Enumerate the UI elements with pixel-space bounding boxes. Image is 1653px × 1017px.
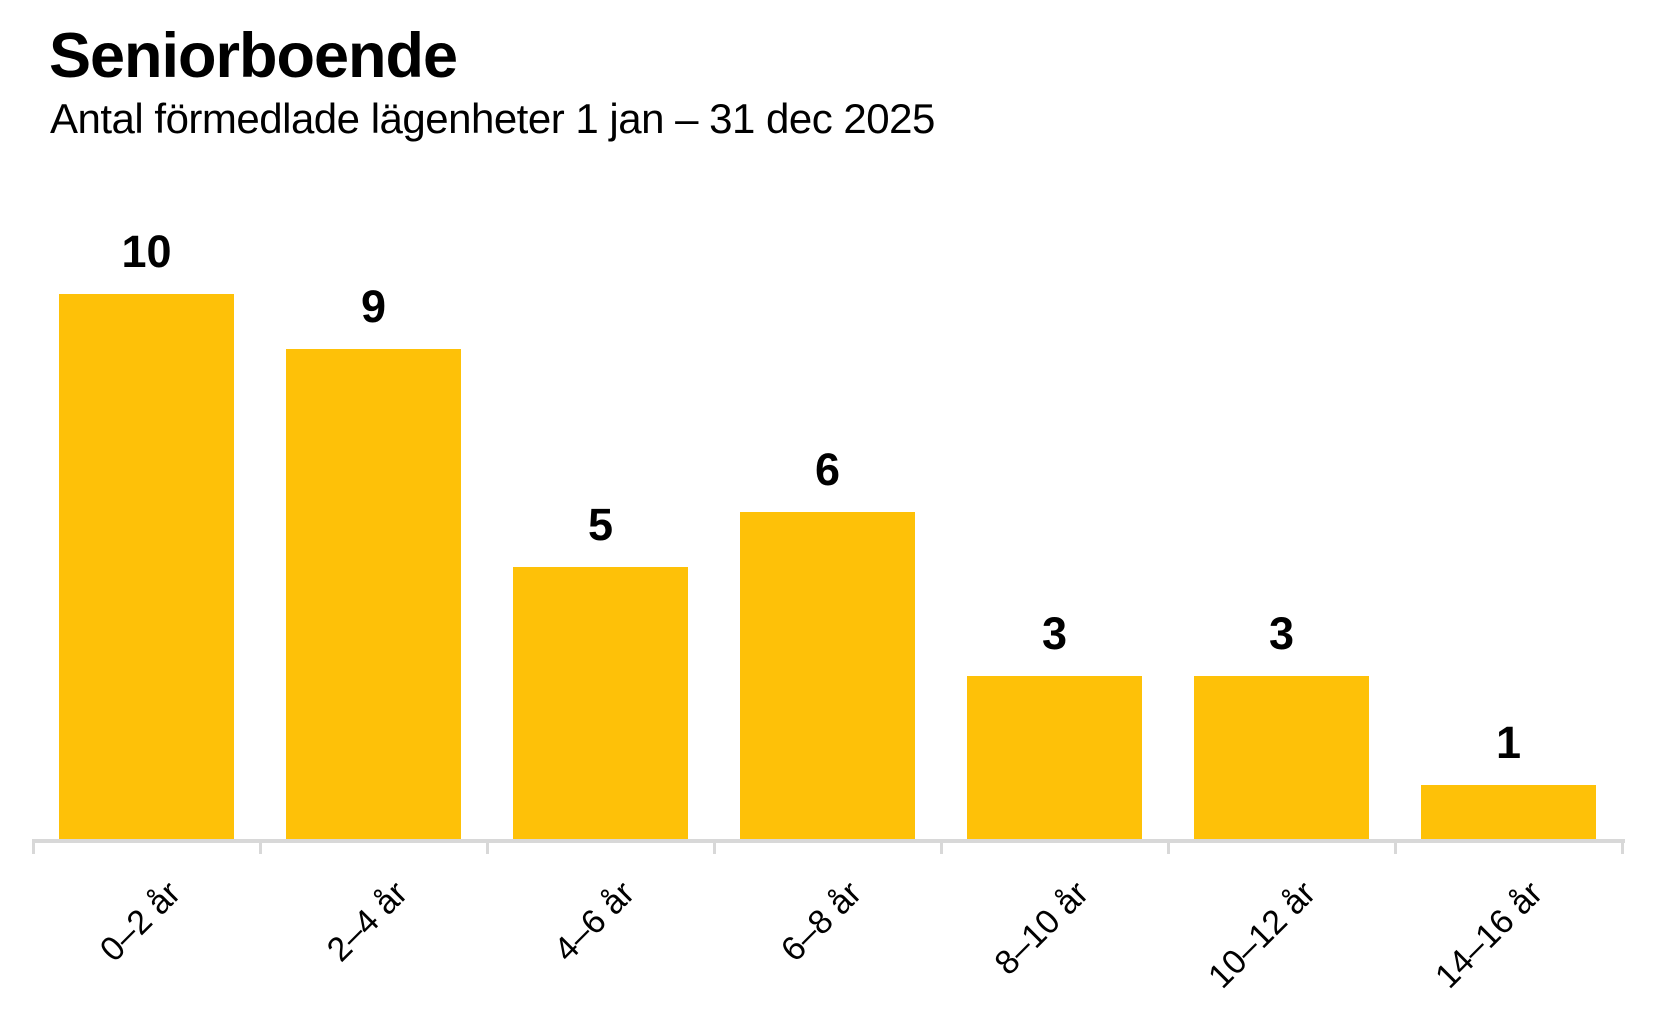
- bar: [1421, 784, 1596, 839]
- x-axis-tick: [713, 839, 716, 854]
- bar-value-label: 5: [587, 498, 614, 550]
- x-tick-label: 0–2 år: [92, 874, 188, 970]
- bar: [1194, 675, 1369, 839]
- x-axis-tick: [486, 839, 489, 854]
- x-axis-tick: [32, 839, 35, 854]
- chart-subtitle: Antal förmedlade lägenheter 1 jan – 31 d…: [50, 95, 935, 142]
- x-tick-label: 6–8 år: [773, 874, 869, 970]
- x-axis-tick: [1167, 839, 1170, 854]
- chart-title: Seniorboende: [49, 21, 458, 91]
- bar-value-label: 10: [121, 226, 172, 277]
- x-axis-tick: [259, 839, 262, 854]
- bar-value-label: 3: [1268, 607, 1295, 659]
- bar: [740, 512, 915, 839]
- x-axis-tick: [1394, 839, 1397, 854]
- x-tick-label: 8–10 år: [986, 874, 1096, 983]
- x-axis-line: [33, 839, 1625, 843]
- x-tick-label: 10–12 år: [1200, 874, 1323, 996]
- bar-value-label: 1: [1495, 716, 1522, 768]
- bar: [967, 675, 1142, 839]
- x-axis-tick: [1621, 839, 1624, 854]
- x-tick-label: 4–6 år: [546, 874, 642, 970]
- bar-value-label: 6: [814, 444, 841, 495]
- x-tick-label: 14–16 år: [1427, 874, 1550, 996]
- x-axis-tick: [940, 839, 943, 854]
- bar-value-label: 9: [360, 280, 387, 332]
- bar: [286, 348, 461, 839]
- bar-value-label: 3: [1041, 607, 1068, 659]
- bar: [59, 294, 234, 839]
- bar: [513, 566, 688, 839]
- x-tick-label: 2–4 år: [319, 874, 415, 970]
